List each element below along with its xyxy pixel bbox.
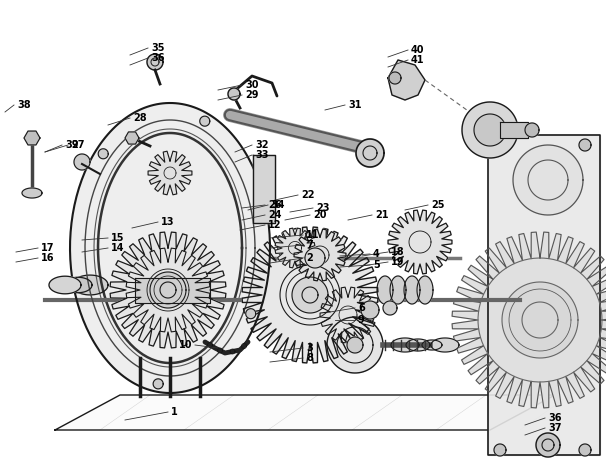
Text: 13: 13 bbox=[161, 217, 175, 227]
Polygon shape bbox=[488, 135, 600, 455]
Text: 37: 37 bbox=[548, 423, 562, 433]
Text: 39: 39 bbox=[65, 140, 79, 150]
Text: 32: 32 bbox=[255, 140, 268, 150]
Polygon shape bbox=[513, 145, 583, 215]
Text: 14: 14 bbox=[111, 243, 124, 253]
Polygon shape bbox=[494, 139, 506, 151]
Text: 11: 11 bbox=[306, 230, 319, 240]
Text: 19: 19 bbox=[391, 257, 404, 267]
Text: 18: 18 bbox=[391, 247, 405, 257]
Text: 8: 8 bbox=[306, 353, 313, 363]
Polygon shape bbox=[431, 338, 459, 352]
Polygon shape bbox=[242, 227, 378, 363]
Polygon shape bbox=[404, 276, 420, 304]
Text: 26: 26 bbox=[268, 200, 282, 210]
Polygon shape bbox=[361, 301, 379, 319]
Polygon shape bbox=[110, 232, 226, 348]
Polygon shape bbox=[462, 102, 518, 158]
Text: 10: 10 bbox=[179, 340, 192, 350]
Text: 40: 40 bbox=[411, 45, 424, 55]
Polygon shape bbox=[148, 151, 192, 195]
Polygon shape bbox=[22, 188, 42, 198]
Polygon shape bbox=[294, 229, 346, 281]
Text: 33: 33 bbox=[255, 150, 268, 160]
Text: 41: 41 bbox=[411, 55, 424, 65]
Text: 9: 9 bbox=[358, 315, 365, 325]
Polygon shape bbox=[579, 139, 591, 151]
Polygon shape bbox=[70, 103, 270, 393]
Text: 24: 24 bbox=[268, 210, 282, 220]
Polygon shape bbox=[474, 114, 506, 146]
Text: 3: 3 bbox=[306, 343, 313, 353]
Text: 20: 20 bbox=[313, 210, 327, 220]
Polygon shape bbox=[24, 131, 40, 145]
Text: 29: 29 bbox=[245, 90, 259, 100]
Text: 6: 6 bbox=[358, 303, 365, 313]
Polygon shape bbox=[72, 275, 108, 295]
Text: 1: 1 bbox=[171, 407, 178, 417]
Polygon shape bbox=[388, 210, 452, 274]
Polygon shape bbox=[500, 122, 528, 138]
Text: 36: 36 bbox=[548, 413, 562, 423]
Polygon shape bbox=[135, 278, 210, 303]
Polygon shape bbox=[64, 277, 92, 293]
Polygon shape bbox=[536, 433, 560, 457]
Polygon shape bbox=[275, 228, 315, 268]
Text: 2: 2 bbox=[306, 253, 313, 263]
Text: 5: 5 bbox=[373, 260, 380, 270]
Text: 21: 21 bbox=[375, 210, 388, 220]
Polygon shape bbox=[383, 301, 397, 315]
Text: 27: 27 bbox=[71, 140, 84, 150]
Polygon shape bbox=[150, 272, 186, 308]
Text: 4: 4 bbox=[373, 249, 380, 259]
Polygon shape bbox=[356, 139, 384, 167]
Polygon shape bbox=[228, 88, 240, 100]
Polygon shape bbox=[253, 155, 275, 223]
Text: 38: 38 bbox=[17, 100, 31, 110]
Polygon shape bbox=[153, 379, 163, 389]
Polygon shape bbox=[49, 276, 81, 294]
Text: 31: 31 bbox=[348, 100, 362, 110]
Text: 25: 25 bbox=[431, 200, 444, 210]
Polygon shape bbox=[55, 395, 555, 430]
Text: 16: 16 bbox=[41, 253, 55, 263]
Polygon shape bbox=[98, 149, 108, 159]
Polygon shape bbox=[502, 282, 578, 358]
Text: 34: 34 bbox=[271, 200, 284, 210]
Text: 22: 22 bbox=[301, 190, 315, 200]
Text: 35: 35 bbox=[151, 43, 164, 53]
Text: 7: 7 bbox=[306, 240, 313, 250]
Polygon shape bbox=[494, 444, 506, 456]
Polygon shape bbox=[389, 72, 401, 84]
Polygon shape bbox=[74, 154, 90, 170]
Text: 36: 36 bbox=[151, 53, 164, 63]
Polygon shape bbox=[579, 444, 591, 456]
Polygon shape bbox=[147, 54, 163, 70]
Polygon shape bbox=[417, 276, 433, 304]
Polygon shape bbox=[246, 309, 256, 319]
Polygon shape bbox=[327, 317, 383, 373]
Text: 15: 15 bbox=[111, 233, 124, 243]
Polygon shape bbox=[388, 60, 425, 100]
Polygon shape bbox=[391, 338, 419, 352]
Polygon shape bbox=[125, 132, 139, 144]
Text: 12: 12 bbox=[268, 220, 282, 230]
Polygon shape bbox=[305, 248, 325, 268]
Polygon shape bbox=[320, 287, 376, 343]
Polygon shape bbox=[406, 339, 430, 351]
Polygon shape bbox=[347, 337, 363, 353]
Text: 28: 28 bbox=[133, 113, 147, 123]
Text: 17: 17 bbox=[41, 243, 55, 253]
Polygon shape bbox=[377, 276, 393, 304]
Text: 30: 30 bbox=[245, 80, 259, 90]
Polygon shape bbox=[200, 116, 210, 126]
Polygon shape bbox=[292, 277, 328, 313]
Polygon shape bbox=[525, 123, 539, 137]
Polygon shape bbox=[390, 276, 406, 304]
Polygon shape bbox=[452, 232, 606, 408]
Text: 23: 23 bbox=[316, 203, 330, 213]
Polygon shape bbox=[422, 340, 442, 350]
